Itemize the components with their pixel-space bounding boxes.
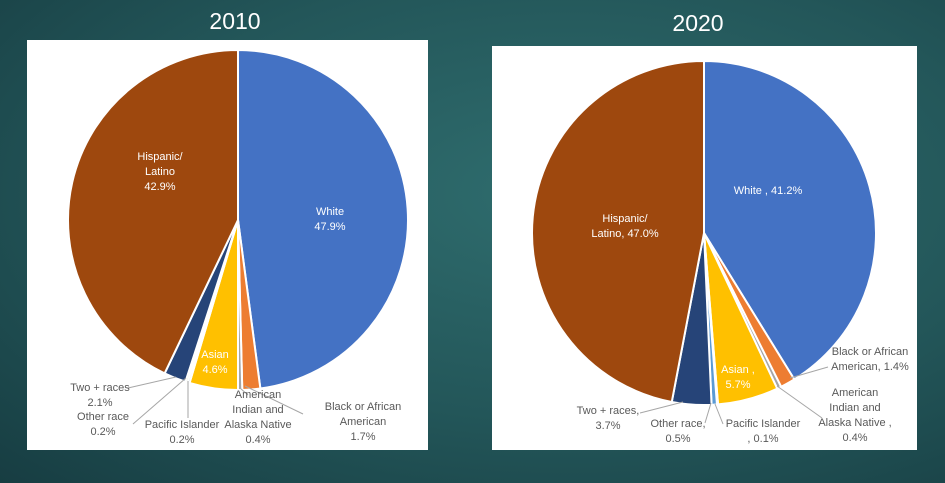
data-label-line: Asian bbox=[201, 349, 229, 361]
data-label-line: American bbox=[235, 389, 281, 401]
data-label-line: Asian , bbox=[721, 364, 755, 376]
data-label-line: Pacific Islander bbox=[726, 418, 801, 430]
pie-slice-white bbox=[237, 48, 409, 390]
data-label-line: Two + races, bbox=[577, 405, 640, 417]
data-label-line: Pacific Islander bbox=[145, 419, 220, 431]
data-label-line: American, 1.4% bbox=[831, 361, 909, 373]
data-label-line: 0.4% bbox=[842, 432, 867, 444]
pie-slice-hispanic-latino bbox=[531, 59, 705, 404]
data-label-line: Other race, bbox=[650, 418, 705, 430]
data-label: Two + races 2.1% bbox=[70, 382, 130, 409]
data-label-line: Hispanic/ bbox=[137, 151, 183, 163]
data-label-line: Black or African bbox=[832, 346, 908, 358]
data-label-line: Other race bbox=[77, 411, 129, 423]
data-label: Black or African American, 1.4% bbox=[831, 346, 909, 373]
data-label-line: Alaska Native bbox=[224, 419, 291, 431]
leader-line bbox=[132, 377, 187, 425]
data-label-line: 0.4% bbox=[245, 434, 270, 446]
data-label-line: Black or African bbox=[325, 401, 401, 413]
data-label: Asian 4.6% bbox=[201, 349, 229, 376]
data-label: Asian , 5.7% bbox=[721, 364, 755, 391]
data-label-line: Two + races bbox=[70, 382, 130, 394]
data-label: White , 41.2% bbox=[734, 185, 803, 197]
leader-line bbox=[127, 376, 177, 389]
data-label: Pacific Islander 0.2% bbox=[145, 419, 220, 446]
data-label-line: 0.5% bbox=[665, 433, 690, 445]
leader-line bbox=[639, 401, 684, 414]
data-label: White 47.9% bbox=[314, 206, 345, 233]
data-label-line: Hispanic/ bbox=[602, 213, 648, 225]
data-label-line: 1.7% bbox=[350, 431, 375, 443]
data-label-line: Latino, 47.0% bbox=[591, 228, 658, 240]
data-label: Hispanic/Latino, 47.0% bbox=[591, 213, 658, 240]
leader-line bbox=[239, 387, 249, 396]
data-label-line: 0.2% bbox=[169, 434, 194, 446]
pie-slice-white bbox=[703, 59, 877, 381]
data-label-line: , 0.1% bbox=[747, 433, 778, 445]
data-label: Other race 0.2% bbox=[77, 411, 129, 438]
data-label: Pacific Islander , 0.1% bbox=[726, 418, 801, 445]
leader-line bbox=[244, 385, 304, 415]
data-label: Two + races, 3.7% bbox=[577, 405, 640, 432]
data-label-line: Indian and bbox=[232, 404, 283, 416]
data-label-line: White bbox=[316, 206, 344, 218]
data-label: American Indian and Alaska Native 0.4% bbox=[224, 389, 291, 446]
pie-2010: White 47.9% Black or African American 1.7% Am… bbox=[67, 48, 409, 446]
chart-title-2010: 2010 bbox=[209, 8, 260, 34]
data-label: Hispanic/Latino 42.9% bbox=[137, 151, 183, 193]
pie-slice-hispanic-latino bbox=[67, 48, 239, 375]
data-label: American Indian and Alaska Native , 0.4% bbox=[818, 387, 891, 444]
data-label-line: White , 41.2% bbox=[734, 185, 803, 197]
data-label-line: 0.2% bbox=[90, 426, 115, 438]
data-label-line: 5.7% bbox=[725, 379, 750, 391]
leader-line bbox=[714, 403, 724, 425]
data-label-line: 42.9% bbox=[144, 181, 175, 193]
leader-line bbox=[776, 385, 823, 419]
leader-line bbox=[704, 402, 712, 424]
data-label: Other race, 0.5% bbox=[650, 418, 705, 445]
pie-2020: White , 41.2% Black or African American, 1… bbox=[531, 59, 909, 445]
data-label-line: 4.6% bbox=[202, 364, 227, 376]
data-label-line: 2.1% bbox=[87, 397, 112, 409]
data-label-line: Indian and bbox=[829, 402, 880, 414]
data-label-line: American bbox=[340, 416, 386, 428]
data-label-line: Alaska Native , bbox=[818, 417, 891, 429]
data-label-line: Latino bbox=[145, 166, 175, 178]
leader-line bbox=[789, 366, 829, 379]
data-label-line: American bbox=[832, 387, 878, 399]
data-label-line: 47.9% bbox=[314, 221, 345, 233]
data-label-line: 3.7% bbox=[595, 420, 620, 432]
data-label: Black or African American 1.7% bbox=[325, 401, 401, 443]
chart-title-2020: 2020 bbox=[672, 10, 723, 36]
